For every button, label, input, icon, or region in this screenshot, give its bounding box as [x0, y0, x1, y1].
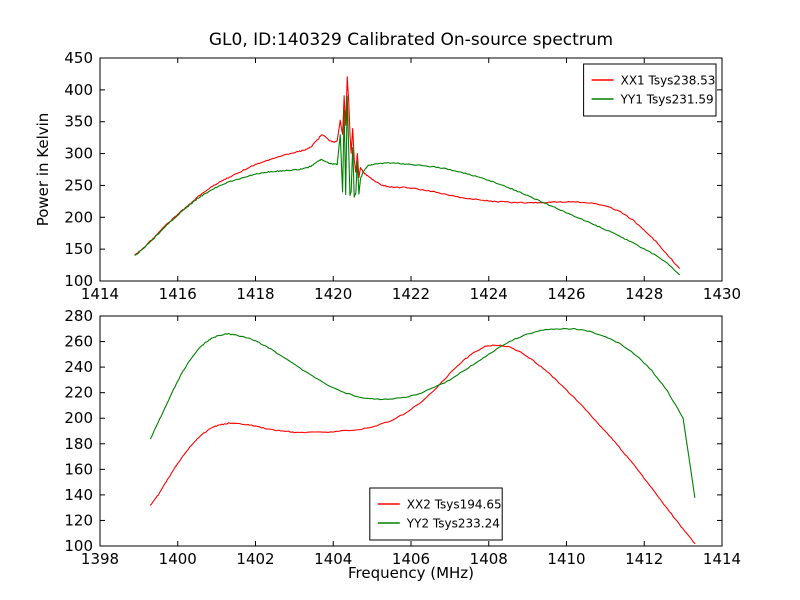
series-line-xx1 — [134, 76, 680, 269]
y-tick-label: 100 — [64, 272, 93, 290]
series-line-xx2 — [149, 344, 696, 544]
y-tick-label: 350 — [64, 113, 93, 131]
x-tick-label: 1410 — [547, 550, 585, 568]
y-tick-label: 160 — [64, 460, 93, 478]
page-title: GL0, ID:140329 Calibrated On-source spec… — [209, 30, 613, 50]
x-tick-label: 1406 — [392, 550, 430, 568]
y-tick-label: 300 — [64, 145, 93, 163]
y-tick-label: 140 — [64, 486, 93, 504]
y-tick-label: 280 — [64, 307, 93, 325]
y-tick-label: 220 — [64, 384, 93, 402]
x-tick-label: 1428 — [625, 285, 663, 303]
series-line-yy1 — [134, 95, 680, 276]
legend-label: XX1 Tsys238.53 — [621, 74, 716, 88]
y-tick-label: 200 — [64, 208, 93, 226]
y-tick-label: 250 — [64, 176, 93, 194]
x-tick-label: 1402 — [236, 550, 274, 568]
x-tick-label: 1416 — [159, 285, 197, 303]
x-tick-label: 1424 — [470, 285, 508, 303]
legend-label: XX2 Tsys194.65 — [407, 498, 502, 512]
x-tick-label: 1400 — [159, 550, 197, 568]
x-tick-label: 1430 — [703, 285, 741, 303]
legend-box — [369, 487, 503, 541]
y-tick-label: 100 — [64, 537, 93, 555]
y-tick-label: 120 — [64, 511, 93, 529]
y-tick-label: 450 — [64, 49, 93, 67]
x-tick-label: 1408 — [470, 550, 508, 568]
x-tick-label: 1412 — [625, 550, 663, 568]
x-tick-label: 1418 — [236, 285, 274, 303]
x-axis-label: Frequency (MHz) — [348, 564, 474, 582]
x-tick-label: 1420 — [314, 285, 352, 303]
y-tick-label: 240 — [64, 358, 93, 376]
x-tick-label: 1414 — [703, 550, 741, 568]
legend: XX2 Tsys194.65 YY2 Tsys233.24 — [369, 487, 503, 541]
legend-label: YY1 Tsys231.59 — [620, 93, 714, 107]
legend-box — [583, 63, 717, 117]
y-tick-label: 150 — [64, 240, 93, 258]
y-tick-label: 200 — [64, 409, 93, 427]
x-tick-label: 1404 — [314, 550, 352, 568]
x-tick-label: 1398 — [81, 550, 119, 568]
bottom-panel-axes: 1398 1400 1402 1404 1406 1408 1410 1412 1414 100 1… — [64, 307, 741, 568]
legend-label: YY2 Tsys233.24 — [406, 517, 500, 531]
top-panel-axes: 1414 1416 1418 1420 1422 1424 1426 1428 1430 100 1… — [34, 49, 741, 303]
y-tick-label: 400 — [64, 81, 93, 99]
y-axis-label: Power in Kelvin — [34, 113, 52, 227]
x-tick-label: 1422 — [392, 285, 430, 303]
legend: XX1 Tsys238.53 YY1 Tsys231.59 — [583, 63, 717, 117]
series-line-yy2 — [149, 327, 696, 498]
x-tick-label: 1426 — [547, 285, 585, 303]
y-tick-label: 180 — [64, 435, 93, 453]
y-tick-label: 260 — [64, 333, 93, 351]
x-tick-label: 1414 — [81, 285, 119, 303]
